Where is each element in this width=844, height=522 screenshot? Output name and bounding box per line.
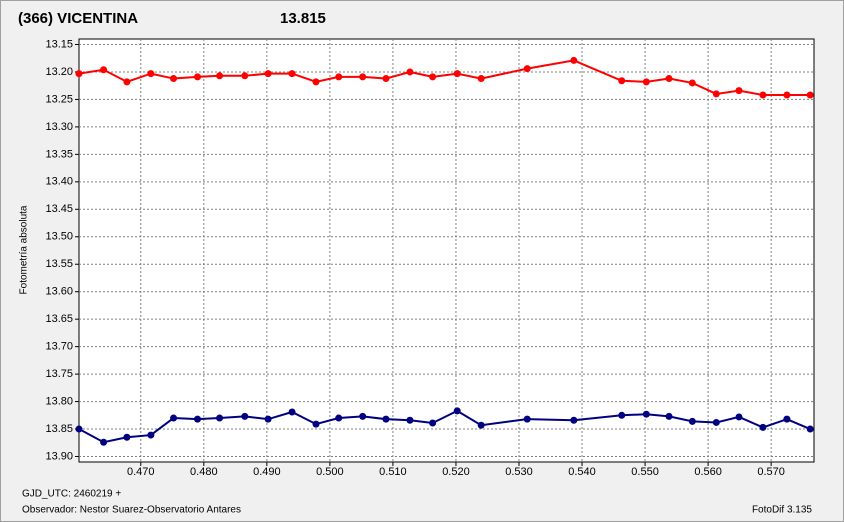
y-tick-label: 13.20 — [45, 66, 73, 78]
data-point — [123, 433, 131, 441]
y-tick-label: 13.90 — [45, 450, 73, 462]
data-point — [241, 412, 249, 420]
observer: Observador: Nestor Suarez-Observatorio A… — [22, 505, 241, 516]
x-tick-label: 0.510 — [379, 466, 407, 478]
data-point — [759, 91, 767, 99]
data-point — [335, 73, 343, 81]
y-tick-label: 13.50 — [45, 231, 73, 243]
data-point — [523, 65, 531, 73]
data-point — [406, 416, 414, 424]
data-point — [170, 414, 178, 422]
plot-area — [78, 38, 815, 463]
data-point — [759, 423, 767, 431]
data-point — [100, 438, 108, 446]
chart-title: (366) VICENTINA — [18, 10, 138, 27]
data-point — [618, 77, 626, 85]
data-point — [382, 415, 390, 423]
data-point — [335, 414, 343, 422]
data-point — [429, 73, 437, 81]
data-point — [100, 66, 108, 74]
data-point — [170, 75, 178, 83]
y-tick-label: 13.25 — [45, 93, 73, 105]
data-point — [359, 73, 367, 81]
x-tick-label: 0.530 — [505, 466, 533, 478]
data-point — [312, 420, 320, 428]
x-tick-label: 0.490 — [253, 466, 281, 478]
data-point — [688, 417, 696, 425]
data-point — [194, 415, 202, 423]
y-tick-label: 13.45 — [45, 203, 73, 215]
y-tick-label: 13.15 — [45, 38, 73, 50]
y-tick-label: 13.85 — [45, 423, 73, 435]
data-point — [477, 75, 485, 83]
data-point — [477, 421, 485, 429]
x-tick-label: 0.560 — [694, 466, 722, 478]
data-point — [806, 425, 814, 433]
data-point — [665, 75, 673, 83]
data-point — [382, 75, 390, 83]
chart-subtitle: 13.815 — [280, 10, 326, 27]
data-point — [147, 70, 155, 78]
data-point — [264, 70, 272, 78]
data-point — [406, 68, 414, 76]
y-tick-label: 13.65 — [45, 313, 73, 325]
data-point — [75, 425, 83, 433]
y-tick-label: 13.60 — [45, 286, 73, 298]
software: FotoDif 3.135 — [752, 505, 812, 516]
data-point — [194, 73, 202, 81]
data-point — [783, 415, 791, 423]
data-point — [453, 407, 461, 415]
data-point — [75, 70, 83, 78]
data-point — [665, 412, 673, 420]
data-point — [429, 419, 437, 427]
x-tick-label: 0.500 — [316, 466, 344, 478]
x-tick-label: 0.570 — [757, 466, 785, 478]
y-tick-label: 13.30 — [45, 121, 73, 133]
data-point — [359, 412, 367, 420]
data-point — [688, 79, 696, 87]
x-tick-label: 0.520 — [442, 466, 470, 478]
data-point — [806, 91, 814, 99]
y-tick-label: 13.70 — [45, 341, 73, 353]
data-point — [735, 413, 743, 421]
data-point — [216, 72, 224, 80]
data-point — [453, 70, 461, 78]
data-point — [712, 90, 720, 98]
y-tick-label: 13.55 — [45, 258, 73, 270]
data-point — [288, 70, 296, 78]
x-tick-label: 0.540 — [568, 466, 596, 478]
data-point — [712, 418, 720, 426]
x-tick-label: 0.480 — [190, 466, 218, 478]
y-tick-label: 13.40 — [45, 176, 73, 188]
data-point — [570, 56, 578, 64]
data-point — [783, 91, 791, 99]
data-point — [570, 416, 578, 424]
data-point — [123, 78, 131, 86]
data-point — [523, 415, 531, 423]
y-tick-label: 13.35 — [45, 148, 73, 160]
y-tick-label: 13.80 — [45, 395, 73, 407]
x-tick-label: 0.470 — [127, 466, 155, 478]
data-point — [312, 78, 320, 86]
data-point — [241, 72, 249, 80]
data-point — [618, 411, 626, 419]
y-axis-label: Fotometría absoluta — [19, 205, 30, 294]
x-tick-label: 0.550 — [631, 466, 659, 478]
data-point — [288, 408, 296, 416]
data-point — [147, 431, 155, 439]
data-point — [642, 410, 650, 418]
data-point — [216, 414, 224, 422]
data-point — [642, 78, 650, 86]
data-point — [735, 87, 743, 95]
data-point — [264, 415, 272, 423]
y-tick-label: 13.75 — [45, 368, 73, 380]
x-axis-label: GJD_UTC: 2460219 + — [22, 489, 121, 500]
